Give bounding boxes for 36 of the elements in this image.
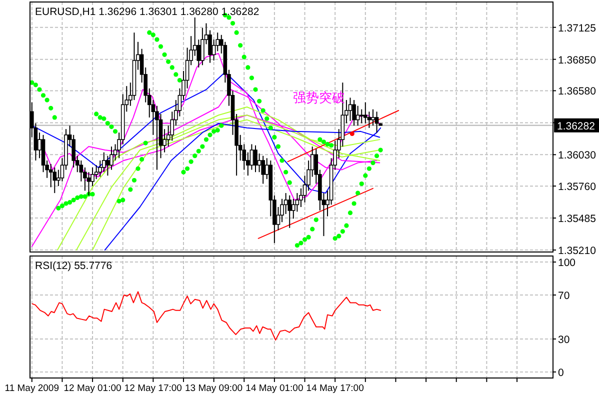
y-tick-label: 1.36850 [558,54,596,66]
candlestick [257,153,262,173]
candlestick [106,155,110,176]
candlestick [356,105,360,126]
x-tick-label: 13 May 09:00 [185,383,243,394]
candlestick [254,144,258,173]
x-tick-label: 14 May 01:00 [246,383,304,394]
y-tick-label: 1.35485 [558,213,596,226]
candlestick [374,111,379,134]
candlestick [288,194,292,228]
candlestick [352,100,356,126]
candlestick [371,108,375,126]
y-tick-label: 1.35760 [558,181,596,194]
candlestick [364,102,368,124]
candlestick [200,27,204,66]
x-tick-label: 11 May 2009 [4,383,60,394]
y-tick-label: 100 [558,257,576,270]
chart-title: EURUSD,H1 1.36296 1.36301 1.36280 1.36282 [35,6,260,18]
y-tick-label: 30 [558,334,570,346]
x-tick-label: 12 May 17:00 [124,383,182,394]
y-tick-label: 1.37125 [558,22,596,34]
candlestick [348,97,352,122]
candlestick [102,152,106,173]
y-tick-label: 0 [558,366,564,379]
y-tick-label: 1.36580 [558,86,596,98]
ref-line-label: 1.36282 [557,120,596,132]
candlestick [261,155,265,184]
candlestick [52,166,57,194]
candlestick [360,108,364,124]
x-tick-label: 14 May 17:00 [306,383,364,394]
y-tick-label: 1.35210 [558,245,596,258]
y-tick-label: 1.36030 [558,150,596,162]
x-tick-label: 12 May 01:00 [64,383,122,394]
y-tick-label: 70 [558,290,570,302]
chart-title: RSI(12) 55.7776 [35,260,112,272]
line-series [32,291,382,341]
